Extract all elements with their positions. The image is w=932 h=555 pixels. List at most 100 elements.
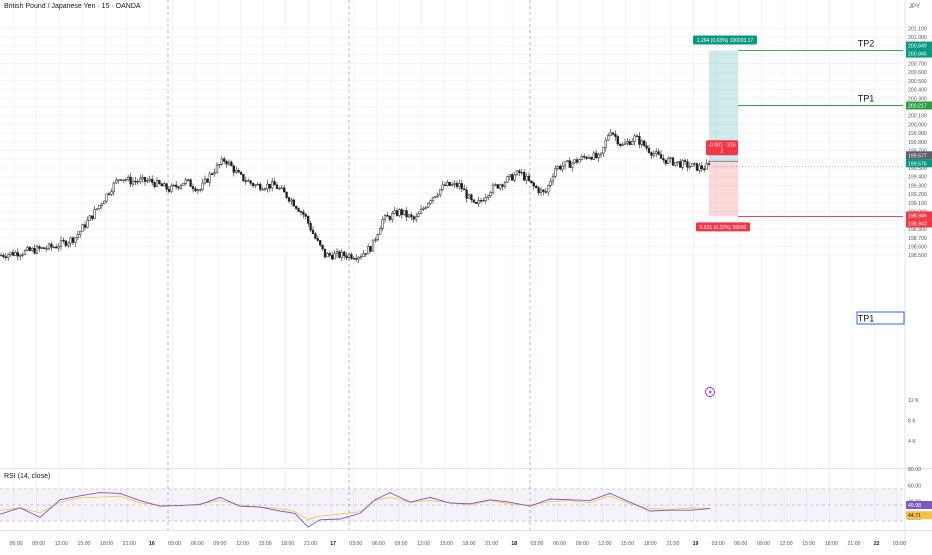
candle[interactable] — [335, 248, 339, 258]
candle[interactable] — [652, 149, 655, 158]
candle[interactable] — [59, 236, 63, 251]
candle[interactable] — [568, 157, 571, 168]
candle[interactable] — [95, 208, 99, 211]
candle[interactable] — [163, 181, 166, 187]
candle[interactable] — [215, 161, 219, 174]
rsi-pane[interactable] — [0, 488, 903, 528]
time-tick[interactable]: 21:00 — [485, 541, 498, 547]
candle[interactable] — [631, 138, 634, 146]
time-tick[interactable]: 06:00 — [191, 541, 204, 547]
candle[interactable] — [64, 239, 67, 248]
time-tick[interactable]: 09:00 — [213, 541, 226, 547]
price-tick[interactable]: 200.700 — [908, 61, 927, 67]
time-tick[interactable]: 03:00 — [530, 541, 543, 547]
candle[interactable] — [585, 156, 588, 161]
candle[interactable] — [542, 189, 545, 196]
badge-tp2-a[interactable]: 200.849 — [908, 44, 927, 50]
candle[interactable] — [11, 249, 15, 257]
candle[interactable] — [595, 149, 598, 160]
candle[interactable] — [482, 197, 485, 202]
candle[interactable] — [693, 162, 696, 167]
time-tick[interactable]: 15:00 — [77, 541, 90, 547]
candle[interactable] — [278, 186, 281, 190]
candle[interactable] — [47, 242, 51, 251]
stop-zone[interactable] — [709, 161, 738, 217]
candle[interactable] — [299, 210, 303, 216]
price-tick[interactable]: 198.800 — [908, 227, 927, 233]
candle[interactable] — [122, 179, 125, 184]
candle[interactable] — [707, 160, 711, 166]
candle[interactable] — [556, 165, 559, 171]
candle[interactable] — [532, 181, 535, 190]
candle[interactable] — [292, 198, 295, 207]
candle[interactable] — [374, 237, 377, 243]
candle[interactable] — [79, 230, 82, 238]
candle[interactable] — [52, 245, 55, 249]
candle[interactable] — [191, 183, 195, 193]
candle[interactable] — [203, 175, 207, 185]
candle[interactable] — [69, 236, 72, 248]
candle[interactable] — [326, 252, 329, 258]
candle[interactable] — [604, 137, 607, 152]
candle[interactable] — [422, 206, 425, 212]
candle[interactable] — [103, 200, 106, 205]
candle[interactable] — [527, 172, 531, 182]
candle[interactable] — [139, 174, 142, 185]
candle[interactable] — [683, 158, 687, 166]
price-tick[interactable]: 199.800 — [908, 140, 927, 146]
candle[interactable] — [607, 133, 610, 142]
candle[interactable] — [340, 249, 343, 262]
candle[interactable] — [441, 180, 444, 192]
candle[interactable] — [182, 183, 185, 186]
candle[interactable] — [463, 184, 466, 191]
candle[interactable] — [513, 172, 516, 183]
candle[interactable] — [57, 243, 60, 252]
badge-sl-a[interactable]: 198.946 — [908, 213, 927, 219]
candle[interactable] — [657, 148, 660, 156]
candle[interactable] — [688, 162, 691, 170]
long-position-tool[interactable]: 1.264 (0.63%) 100003.17 0.631 (0.32%) 990… — [693, 35, 757, 232]
time-tick[interactable]: 03:00 — [712, 541, 725, 547]
candle[interactable] — [419, 205, 423, 215]
candle[interactable] — [311, 226, 315, 235]
candle[interactable] — [472, 199, 475, 204]
candle[interactable] — [475, 201, 478, 205]
flash-icon[interactable] — [705, 387, 715, 397]
volume-tick[interactable]: 12 K — [908, 398, 919, 404]
candle[interactable] — [220, 156, 223, 166]
candle[interactable] — [23, 249, 27, 256]
price-tick[interactable]: 200.400 — [908, 88, 927, 94]
candle[interactable] — [602, 147, 605, 157]
price-tick[interactable]: 198.500 — [908, 253, 927, 259]
candle[interactable] — [131, 177, 135, 188]
candle[interactable] — [88, 215, 91, 221]
candle[interactable] — [453, 180, 456, 189]
time-tick[interactable]: 03:00 — [168, 541, 181, 547]
candle[interactable] — [316, 235, 319, 242]
candle[interactable] — [448, 181, 451, 187]
time-tick[interactable]: 12:00 — [417, 541, 430, 547]
rsi-tick[interactable]: 60.00 — [908, 483, 921, 489]
candle[interactable] — [14, 250, 17, 257]
candle[interactable] — [381, 216, 384, 232]
candle[interactable] — [4, 252, 7, 261]
candle[interactable] — [669, 156, 672, 163]
candle[interactable] — [590, 156, 593, 161]
candle[interactable] — [379, 226, 382, 235]
candle[interactable] — [547, 184, 550, 196]
price-levels[interactable] — [712, 50, 903, 217]
candle[interactable] — [633, 133, 636, 146]
candle[interactable] — [179, 183, 183, 191]
candle[interactable] — [227, 159, 231, 167]
time-tick[interactable]: 06:00 — [10, 541, 23, 547]
time-tick[interactable]: 06:00 — [553, 541, 566, 547]
candle[interactable] — [446, 179, 449, 187]
candle[interactable] — [251, 182, 255, 189]
price-tick[interactable]: 198.600 — [908, 245, 927, 251]
candle[interactable] — [249, 179, 252, 186]
candle[interactable] — [273, 177, 276, 186]
time-tick[interactable]: 15:00 — [259, 541, 272, 547]
candle[interactable] — [271, 177, 274, 192]
candle[interactable] — [33, 244, 36, 255]
